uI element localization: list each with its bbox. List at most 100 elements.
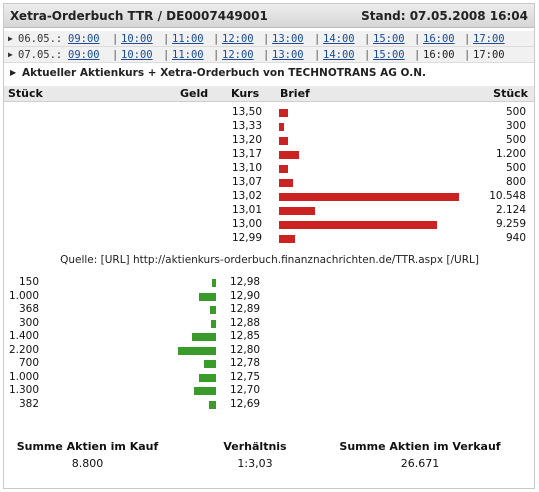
time-link[interactable]: 11:00 xyxy=(172,33,204,45)
bid-stueck: 150 xyxy=(18,276,39,288)
summary-ratio-value: 1:3,03 xyxy=(237,457,273,470)
time-link[interactable]: 13:00 xyxy=(272,49,304,61)
time-link[interactable]: 11:00 xyxy=(172,49,204,61)
ask-stueck: 2.124 xyxy=(495,204,526,216)
ask-bar xyxy=(279,207,315,215)
ask-kurs: 13,07 xyxy=(231,176,262,188)
ask-bar xyxy=(279,151,299,159)
separator: | xyxy=(364,33,371,45)
bid-bar xyxy=(178,346,216,355)
ask-bar xyxy=(279,123,284,131)
col-stueck-left: Stück xyxy=(8,87,43,100)
bid-stueck: 1.000 xyxy=(8,370,39,383)
summary-kauf-value: 8.800 xyxy=(71,457,104,470)
info-text: Aktueller Aktienkurs + Xetra-Orderbuch v… xyxy=(22,67,427,79)
time-link[interactable]: 14:00 xyxy=(323,33,355,45)
separator: | xyxy=(464,33,471,45)
separator: | xyxy=(314,49,321,61)
ask-kurs: 13,50 xyxy=(231,106,262,118)
separator: | xyxy=(314,33,321,45)
time-label: 17:00 xyxy=(473,49,505,61)
triangle-right-icon: ▶ xyxy=(10,68,17,77)
bid-kurs: 12,90 xyxy=(230,289,261,302)
ask-bar xyxy=(279,193,459,201)
time-link[interactable]: 13:00 xyxy=(272,33,304,45)
ask-kurs: 13,02 xyxy=(231,190,262,202)
ask-kurs: 13,00 xyxy=(231,218,262,230)
triangle-right-icon: ▶ xyxy=(8,50,13,59)
summary-verkauf-label: Summe Aktien im Verkauf xyxy=(339,440,501,453)
title-bar: Xetra-Orderbuch TTR / DE0007449001 Stand… xyxy=(4,4,534,28)
bid-kurs: 12,75 xyxy=(230,370,261,383)
separator: | xyxy=(263,49,270,61)
bid-stueck: 1.400 xyxy=(8,330,39,342)
ask-stueck: 9.259 xyxy=(495,218,526,230)
ask-kurs: 13,01 xyxy=(231,204,262,216)
summary-verkauf-value: 26.671 xyxy=(400,457,440,470)
summary-ratio-label: Verhältnis xyxy=(223,440,287,453)
bid-stueck: 368 xyxy=(18,303,39,315)
date-label: 07.05.: xyxy=(18,49,63,61)
bid-stueck: 700 xyxy=(18,357,39,369)
bid-stueck: 300 xyxy=(18,316,39,329)
column-header-row: Stück Geld Kurs Brief Stück xyxy=(4,86,534,102)
ask-bar xyxy=(279,235,295,243)
ask-kurs: 13,33 xyxy=(231,120,262,132)
ask-stueck: 500 xyxy=(505,162,526,174)
ask-bar xyxy=(279,179,293,187)
date-label: 06.05.: xyxy=(18,33,63,45)
bid-kurs: 12,78 xyxy=(230,357,261,369)
ask-kurs: 13,10 xyxy=(231,162,262,174)
bid-kurs: 12,88 xyxy=(230,316,261,329)
ask-bar xyxy=(279,137,288,145)
time-link[interactable]: 17:00 xyxy=(473,33,505,45)
ask-bar xyxy=(279,165,288,173)
bid-bar xyxy=(210,306,216,314)
bid-kurs: 12,98 xyxy=(230,276,261,288)
bid-kurs: 12,80 xyxy=(230,343,261,356)
ask-stueck: 10.548 xyxy=(489,190,526,202)
bid-bar xyxy=(209,400,216,409)
bid-kurs: 12,89 xyxy=(230,303,261,315)
bid-bar xyxy=(204,360,216,368)
separator: | xyxy=(263,33,270,45)
bid-stueck: 1.300 xyxy=(8,384,39,396)
time-link[interactable]: 12:00 xyxy=(222,49,254,61)
time-label: 16:00 xyxy=(423,49,455,61)
ask-stueck: 940 xyxy=(505,232,526,244)
ask-stueck: 800 xyxy=(505,176,526,188)
ask-bar xyxy=(279,221,437,229)
bid-bar xyxy=(212,279,216,287)
time-link[interactable]: 12:00 xyxy=(222,33,254,45)
info-bar: ▶ Aktueller Aktienkurs + Xetra-Orderbuch… xyxy=(4,64,534,82)
page-title: Xetra-Orderbuch TTR / DE0007449001 xyxy=(10,9,268,23)
ask-stueck: 500 xyxy=(505,106,526,118)
summary-kauf-label: Summe Aktien im Kauf xyxy=(16,440,159,453)
bid-stueck: 2.200 xyxy=(8,343,39,356)
separator: | xyxy=(414,33,421,45)
time-link[interactable]: 14:00 xyxy=(323,49,355,61)
separator: | xyxy=(112,49,119,61)
ask-stueck: 500 xyxy=(505,134,526,146)
ask-kurs: 13,17 xyxy=(231,148,262,160)
date-row: ▶ 07.05.: 09:00 | 10:00 | 11:00 | 12:00 | 13:00 | 14… xyxy=(4,47,534,63)
bid-bar xyxy=(199,292,216,301)
bid-bar xyxy=(194,387,216,395)
time-link[interactable]: 10:00 xyxy=(121,33,153,45)
separator: | xyxy=(414,49,421,61)
time-link[interactable]: 10:00 xyxy=(121,49,153,61)
time-link[interactable]: 15:00 xyxy=(373,49,405,61)
bid-kurs: 12,69 xyxy=(230,397,261,410)
time-link[interactable]: 09:00 xyxy=(68,49,100,61)
time-link[interactable]: 09:00 xyxy=(68,33,100,45)
bid-bar xyxy=(211,319,216,328)
timestamp: Stand: 07.05.2008 16:04 xyxy=(361,9,528,23)
bid-stueck: 1.000 xyxy=(8,289,39,302)
time-link[interactable]: 16:00 xyxy=(423,33,455,45)
separator: | xyxy=(364,49,371,61)
orderbook-frame xyxy=(3,3,535,489)
source-line: Quelle: [URL] http://aktienkurs-orderbuc… xyxy=(60,254,479,266)
time-link[interactable]: 15:00 xyxy=(373,33,405,45)
bid-bar xyxy=(199,373,216,382)
ask-kurs: 12,99 xyxy=(231,232,262,244)
